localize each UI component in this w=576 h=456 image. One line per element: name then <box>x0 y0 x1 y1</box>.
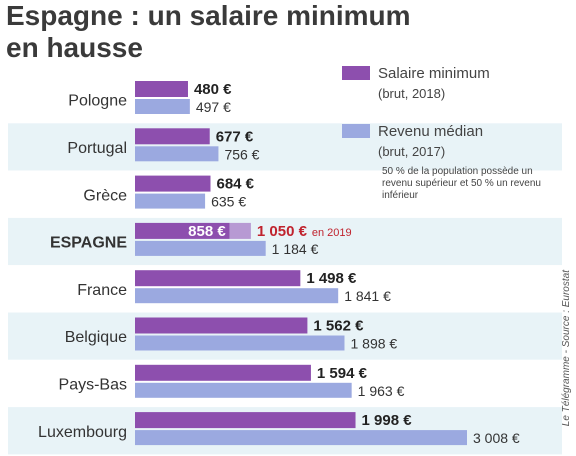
value-label-minimum-luxembourg: 1 998 € <box>362 412 413 429</box>
category-label-portugal: Portugal <box>67 140 127 157</box>
category-label-belgique: Belgique <box>65 329 127 346</box>
bar-minimum-luxembourg <box>135 412 356 429</box>
value-label-minimum-grece: 684 € <box>216 176 254 193</box>
legend-note-line-3: inférieur <box>382 190 419 201</box>
legend-label-median: Revenu médian <box>378 123 483 140</box>
legend-sub-minimum: (brut, 2018) <box>378 86 445 101</box>
annotation-suffix-2019: en 2019 <box>312 227 352 239</box>
value-label-minimum-france: 1 498 € <box>306 270 357 287</box>
value-label-minimum-belgique: 1 562 € <box>313 318 364 335</box>
value-label-median-pays-bas: 1 963 € <box>358 383 405 399</box>
bar-median-portugal <box>135 146 219 162</box>
category-label-france: France <box>77 282 127 299</box>
bar-minimum-espagne <box>135 222 230 239</box>
category-label-pologne: Pologne <box>68 93 127 110</box>
value-label-minimum-pays-bas: 1 594 € <box>317 365 368 382</box>
value-label-median-portugal: 756 € <box>224 146 259 162</box>
legend-swatch-median <box>342 124 370 138</box>
value-label-median-espagne: 1 184 € <box>272 241 319 257</box>
row-background-portugal <box>8 123 562 171</box>
legend-note-line-2: revenu supérieur et 50 % un revenu <box>382 178 541 189</box>
source-credit: Le Télégramme - Source : Eurostat <box>561 270 572 427</box>
bar-minimum-france <box>135 270 301 287</box>
value-label-minimum-portugal: 677 € <box>216 128 254 145</box>
bar-median-france <box>135 288 339 304</box>
row-background-grece <box>8 170 562 218</box>
value-label-minimum-espagne: 858 € <box>188 223 226 240</box>
category-label-grece: Grèce <box>83 187 127 204</box>
row-background-espagne <box>8 217 562 266</box>
category-label-luxembourg: Luxembourg <box>38 424 127 441</box>
bar-minimum-2019-espagne <box>229 222 251 239</box>
bar-minimum-portugal <box>135 128 210 145</box>
bar-median-pologne <box>135 99 190 114</box>
annotation-label-2019: 1 050 € <box>257 223 308 240</box>
value-label-median-grece: 635 € <box>211 194 246 210</box>
bar-median-luxembourg <box>135 430 467 446</box>
category-label-pays-bas: Pays-Bas <box>59 376 127 393</box>
bar-median-belgique <box>135 335 345 351</box>
bar-minimum-grece <box>135 175 211 192</box>
legend-note-line-1: 50 % de la population possède un <box>382 166 533 177</box>
bar-minimum-pologne <box>135 81 188 97</box>
chart-title: Espagne : un salaire minimum en hausse <box>6 0 411 64</box>
row-background-pologne <box>8 76 562 124</box>
value-label-median-luxembourg: 3 008 € <box>473 430 520 446</box>
chart-title-line-1: Espagne : un salaire minimum <box>6 0 411 31</box>
bar-minimum-pays-bas <box>135 364 311 381</box>
category-label-espagne: ESPAGNE <box>50 235 127 252</box>
value-label-median-pologne: 497 € <box>196 99 231 115</box>
bar-median-espagne <box>135 240 266 256</box>
value-label-minimum-pologne: 480 € <box>194 81 232 98</box>
bar-median-grece <box>135 193 206 209</box>
bar-minimum-belgique <box>135 317 308 334</box>
bar-median-pays-bas <box>135 382 352 398</box>
legend-label-minimum: Salaire minimum <box>378 65 490 82</box>
legend-swatch-minimum <box>342 66 370 80</box>
value-label-median-belgique: 1 898 € <box>350 336 397 352</box>
value-label-median-france: 1 841 € <box>344 288 391 304</box>
legend-sub-median: (brut, 2017) <box>378 144 445 159</box>
chart-title-line-2: en hausse <box>6 32 143 63</box>
